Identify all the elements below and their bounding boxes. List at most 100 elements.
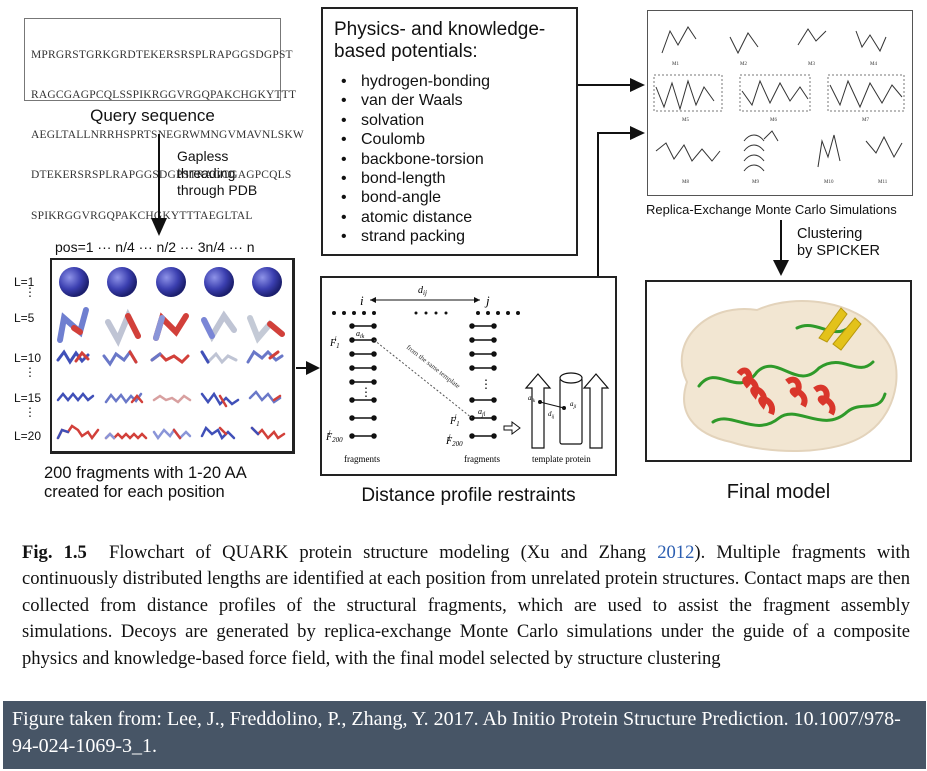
potential-item: solvation	[341, 111, 490, 130]
caption-text-before: Flowchart of QUARK protein structure mod…	[109, 542, 658, 563]
label-fi1: F1i	[329, 335, 340, 350]
distance-profile-label: Distance profile restraints	[361, 485, 576, 506]
model-label: M7	[862, 118, 869, 123]
label-fj200: F200j	[445, 433, 463, 448]
model-trace	[763, 130, 779, 142]
label-fi200: F200i	[325, 429, 343, 444]
threading-label: Gapless threading through PDB	[177, 148, 258, 198]
model-trace	[655, 79, 715, 111]
caption-text-after: ). Multiple fragments with continuously …	[22, 542, 910, 669]
label-fj1: F1j	[449, 413, 460, 428]
threading-arrow	[151, 134, 167, 236]
hollow-arrow	[503, 421, 521, 435]
citation-link[interactable]: 2012	[657, 542, 695, 563]
residue-sphere	[156, 267, 186, 297]
label-ajl: ajl	[478, 407, 486, 418]
connector-arrows	[296, 78, 789, 375]
potential-item: strand packing	[341, 227, 490, 246]
model-trace	[855, 30, 887, 53]
template-protein	[524, 372, 610, 449]
fragments-label-left: fragments	[344, 454, 380, 464]
potential-item: bond-length	[341, 169, 490, 188]
fragments-caption: 200 fragments with 1-20 AA created for e…	[44, 464, 247, 501]
potential-item: van der Waals	[341, 91, 490, 110]
model-label: M5	[682, 118, 689, 123]
fragments-graphic	[56, 267, 286, 441]
model-label: M9	[752, 180, 759, 185]
figure-credit: Figure taken from: Lee, J., Freddolino, …	[3, 701, 926, 769]
model-trace	[655, 142, 721, 162]
sequence-line: DTEKERSRSPLRAPGGSDGPSTRAGCGAGPCQLS	[31, 169, 292, 182]
protein-surface	[680, 300, 898, 452]
model-label: M6	[770, 118, 777, 123]
model-trace	[817, 134, 841, 168]
distance-profile-box: i j dij F1i F200i aik ⋮	[320, 276, 617, 476]
model-trace	[797, 28, 827, 46]
model-label: M4	[870, 62, 877, 67]
row-label-l5: L=5	[14, 311, 35, 325]
remc-graphic: M1 M2 M3 M4 M5 M6 M7 M8 M9 M10 M11	[653, 26, 905, 185]
distance-profile-graphic: i j dij F1i F200i aik ⋮	[325, 285, 610, 464]
label-dij-tpl: dij	[548, 410, 555, 420]
sequence-line: RAGCGAGPCQLSSPIKRGGVRGQPAKCHGKYTTT	[31, 89, 297, 102]
row-label-l20: L=20	[14, 429, 42, 443]
row-label-l15: L=15	[14, 391, 42, 405]
remc-label: Replica-Exchange Monte Carlo Simulations	[646, 202, 897, 217]
model-trace	[661, 26, 697, 54]
label-dij: dij	[418, 285, 427, 297]
fragment-column-right	[469, 323, 497, 439]
query-sequence-label: Query sequence	[90, 106, 215, 125]
potential-item: Coulomb	[341, 130, 490, 149]
final-model-box	[645, 280, 912, 462]
sequence-line: AEGLTALLNRRHSPRTSNEGRWMNGVMAVNLSKW	[31, 129, 304, 142]
clustering-label: Clustering by SPICKER	[797, 226, 880, 259]
label-ajl-tpl: ajl	[570, 400, 577, 410]
remc-box: M1 M2 M3 M4 M5 M6 M7 M8 M9 M10 M11	[647, 10, 913, 196]
label-j: j	[484, 293, 490, 308]
label-i: i	[360, 293, 364, 308]
potentials-title: Physics- and knowledge- based potentials…	[334, 19, 546, 62]
row-label-dots2: ⋮	[24, 365, 36, 379]
potentials-box: Physics- and knowledge- based potentials…	[321, 7, 578, 256]
final-model-graphic	[680, 300, 898, 452]
sequence-line: MPRGRSTGRKGRDTEKERSRSPLRAPGGSDGPST	[31, 48, 293, 61]
strand	[818, 307, 862, 351]
model-trace	[829, 79, 903, 109]
model-label: M1	[672, 62, 679, 67]
right-ellipsis: ⋮	[480, 377, 492, 391]
row-label-dots3: ⋮	[24, 405, 36, 419]
potential-item: atomic distance	[341, 208, 490, 227]
model-trace	[743, 134, 765, 172]
model-label: M11	[878, 180, 888, 185]
template-protein-label: template protein	[532, 454, 591, 464]
left-ellipsis: ⋮	[360, 385, 372, 399]
residue-sphere	[107, 267, 137, 297]
fragment-l20	[56, 424, 286, 441]
sequence-line: SPIKRGGVRGQPAKCHGKYTTTAEGLTAL	[31, 209, 253, 222]
model-label: M3	[808, 62, 815, 67]
figure-number: Fig. 1.5	[22, 542, 87, 563]
coil	[697, 360, 875, 388]
row-label-l10: L=10	[14, 351, 42, 365]
label-aik-tpl: aik	[528, 394, 536, 404]
model-label: M8	[682, 180, 689, 185]
residue-sphere	[252, 267, 282, 297]
residue-sphere	[59, 267, 89, 297]
fragment-l15	[56, 390, 282, 408]
position-header: pos=1 ··· n/4 ··· n/2 ··· 3n/4 ··· n	[55, 239, 255, 255]
potential-item: bond-angle	[341, 188, 490, 207]
fragment-l5	[57, 307, 285, 347]
final-model-label: Final model	[726, 481, 831, 503]
coil	[711, 392, 887, 427]
row-label-dots: ⋮	[24, 285, 36, 299]
fragments-panel	[50, 258, 295, 454]
fragment-l10	[56, 349, 284, 367]
model-trace	[741, 79, 809, 107]
row-label-l1: L=1	[14, 275, 35, 289]
model-label: M10	[824, 180, 834, 185]
potentials-list: hydrogen-bonding van der Waals solvation…	[341, 72, 490, 247]
potential-item: hydrogen-bonding	[341, 72, 490, 91]
label-aik: aik	[356, 329, 365, 340]
same-template-label: from the same template	[405, 343, 462, 390]
query-sequence-box: MPRGRSTGRKGRDTEKERSRSPLRAPGGSDGPST RAGCG…	[24, 18, 304, 222]
